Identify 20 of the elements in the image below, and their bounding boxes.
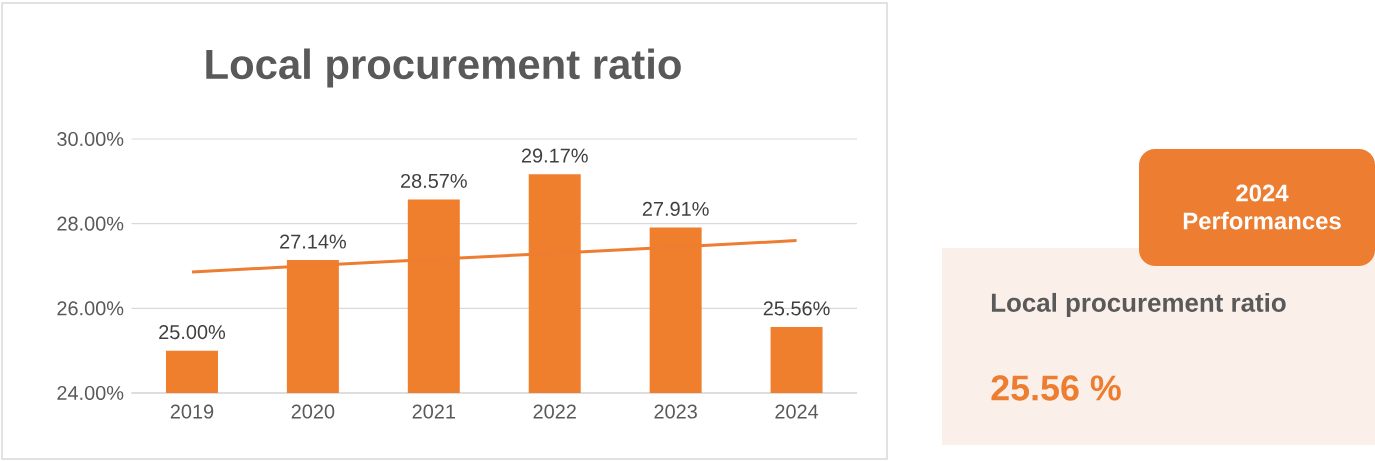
y-tick-label: 26.00% xyxy=(57,301,124,316)
y-tick-label: 30.00% xyxy=(57,131,124,147)
text: 25.56 % xyxy=(991,375,1121,401)
y-tick-label: 28.00% xyxy=(57,216,124,231)
data-label: 25.56% xyxy=(763,301,830,316)
x-tick-label: 2020 xyxy=(291,404,335,419)
chart-title: Local procurement ratio xyxy=(206,48,681,88)
x-tick-label: 2021 xyxy=(412,404,455,419)
x-tick-label: 2022 xyxy=(533,404,576,419)
text: 2024 Performances xyxy=(1183,184,1341,230)
x-tick-label: 2019 xyxy=(170,404,214,419)
y-tick-label: 24.00% xyxy=(57,385,124,401)
data-label: 25.00% xyxy=(159,325,226,340)
x-tick-label: 2023 xyxy=(654,404,697,419)
data-label: 27.14% xyxy=(280,234,346,249)
text: Local procurement ratio xyxy=(991,292,1286,318)
data-label: 28.57% xyxy=(401,173,467,188)
data-label: 29.17% xyxy=(521,148,588,163)
x-tick-label: 2024 xyxy=(775,404,819,419)
data-label: 27.91% xyxy=(642,201,709,216)
